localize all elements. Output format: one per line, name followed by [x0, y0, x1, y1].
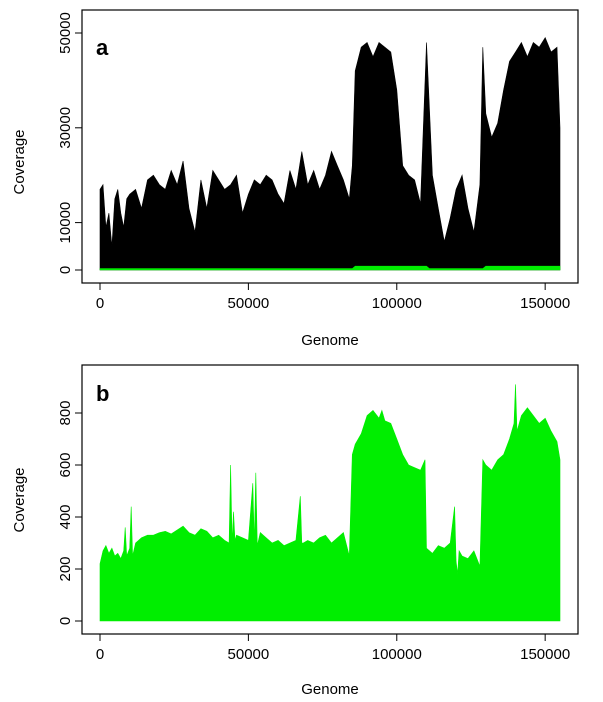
x-tick-label-a-3: 150000 — [520, 295, 570, 312]
y-tick-label-a-3: 50000 — [57, 12, 74, 54]
x-tick-label-b-1: 50000 — [228, 646, 270, 663]
y-tick-label-b-1: 200 — [57, 556, 74, 581]
y-tick-label-b-2: 400 — [57, 504, 74, 529]
y-tick-label-b-0: 0 — [57, 617, 74, 625]
y-axis-a: 0 10000 30000 50000 — [57, 12, 83, 274]
x-tick-label-b-0: 0 — [96, 646, 104, 663]
y-tick-label-b-4: 800 — [57, 400, 74, 425]
y-tick-label-a-0: 0 — [57, 266, 74, 274]
panel-label-a: a — [96, 35, 109, 60]
x-axis-title-b: Genome — [301, 681, 359, 698]
series-area-b-0 — [99, 384, 561, 622]
y-axis-title-a: Coverage — [11, 129, 28, 194]
panel-b: 0 50000 100000 150000 0 200 400 600 800 b Genom… — [11, 364, 579, 698]
x-tick-label-a-1: 50000 — [228, 295, 270, 312]
series-group-b — [99, 384, 561, 622]
series-group-a — [99, 37, 561, 271]
y-axis-b: 0 200 400 600 800 — [57, 400, 83, 625]
x-tick-label-a-0: 0 — [96, 295, 104, 312]
y-tick-label-b-3: 600 — [57, 452, 74, 477]
y-tick-label-a-1: 10000 — [57, 202, 74, 244]
x-tick-label-a-2: 100000 — [372, 295, 422, 312]
x-axis-b: 0 50000 100000 150000 — [96, 633, 570, 663]
panel-a: 0 50000 100000 150000 0 10000 30000 50000 a Ge… — [11, 9, 579, 349]
y-tick-label-a-2: 30000 — [57, 107, 74, 149]
x-axis-a: 0 50000 100000 150000 — [96, 282, 570, 312]
series-area-a-1 — [99, 265, 561, 271]
x-axis-title-a: Genome — [301, 332, 359, 349]
x-tick-label-b-3: 150000 — [520, 646, 570, 663]
series-area-a-0 — [99, 37, 561, 271]
y-axis-title-b: Coverage — [11, 467, 28, 532]
x-tick-label-b-2: 100000 — [372, 646, 422, 663]
panel-label-b: b — [96, 381, 109, 406]
